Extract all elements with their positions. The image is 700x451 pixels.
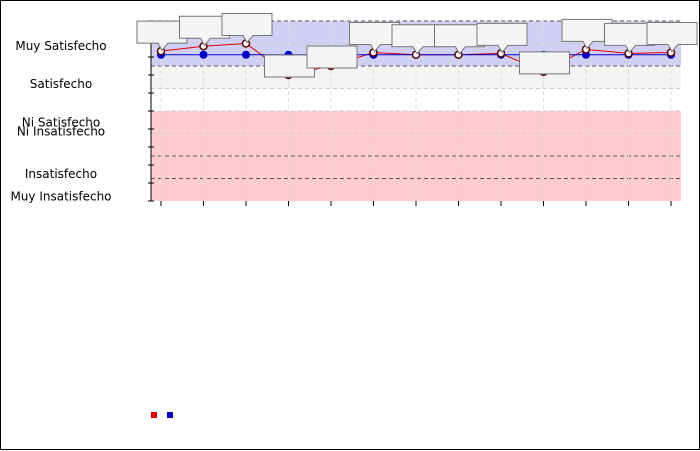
- data-callout-box-2: [221, 13, 273, 44]
- series-1-point-1: [199, 50, 208, 59]
- y-tick-labels: Muy Insatisfecho Insatisfecho Ni Insatisfe…: [10, 39, 111, 204]
- data-callout-8: [476, 22, 528, 54]
- y-tick-label-0: Muy Insatisfecho: [10, 190, 111, 204]
- data-callout-box-12: [646, 22, 698, 53]
- y-tick-label-3: Ni Satisfecho: [22, 115, 101, 129]
- legend-swatch-0: [151, 412, 157, 418]
- data-callout-3: [264, 54, 315, 78]
- data-callout-12: [646, 22, 698, 53]
- data-callout-box-3: [264, 54, 315, 78]
- y-tick-label-4: Satisfecho: [30, 77, 92, 91]
- legend: [151, 412, 173, 418]
- y-tick-label-1: Insatisfecho: [25, 167, 97, 181]
- data-callout-2: [221, 13, 273, 44]
- data-callout-box-8: [476, 22, 528, 54]
- data-callouts: [136, 13, 698, 78]
- data-callout-box-9: [519, 51, 570, 75]
- data-callout-4: [306, 45, 358, 69]
- y-tick-label-2: Ni Insatisfecho: [17, 124, 105, 138]
- legend-swatch-1: [167, 412, 173, 418]
- series-1-point-2: [242, 50, 250, 59]
- data-callout-9: [519, 51, 570, 75]
- data-callout-box-4: [306, 45, 358, 69]
- y-tick-label-5: Muy Satisfecho: [15, 39, 106, 53]
